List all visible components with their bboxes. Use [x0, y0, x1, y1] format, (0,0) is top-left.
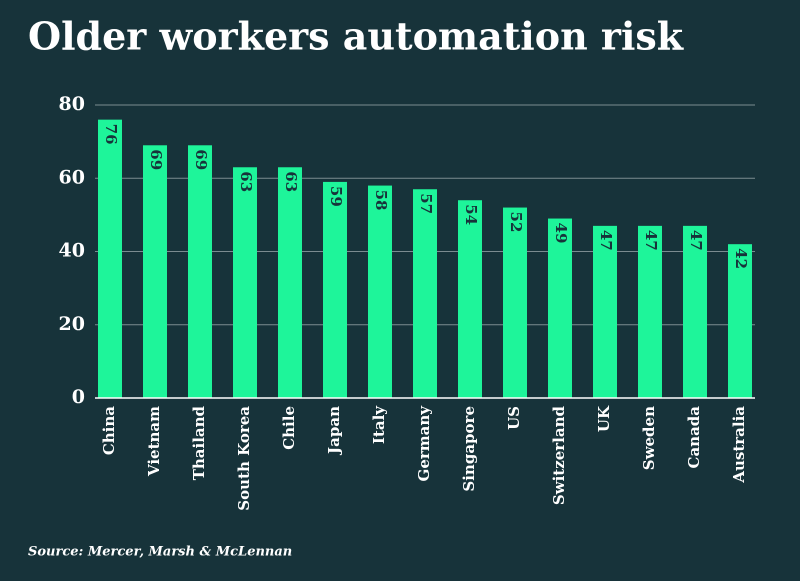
x-tick-label: Switzerland — [550, 405, 568, 505]
y-tick-label: 0 — [72, 386, 85, 408]
value-label: 49 — [552, 223, 570, 244]
bar — [143, 145, 167, 398]
x-tick-label: Singapore — [460, 406, 478, 492]
value-label: 54 — [462, 204, 480, 225]
x-tick-label: Australia — [730, 406, 748, 484]
value-label: 58 — [372, 190, 390, 211]
value-label: 52 — [507, 212, 525, 233]
value-label: 47 — [642, 230, 660, 251]
value-label: 47 — [687, 230, 705, 251]
bar — [413, 189, 437, 398]
x-tick-label: US — [505, 406, 523, 430]
x-tick-label: South Korea — [235, 406, 253, 511]
bar — [458, 200, 482, 398]
x-tick-label: Chile — [280, 406, 298, 450]
x-tick-label: Sweden — [640, 406, 658, 470]
x-tick-label: Germany — [415, 405, 433, 482]
bar — [593, 225, 617, 398]
bar — [368, 185, 392, 398]
bar — [233, 167, 257, 398]
x-tick-label: Japan — [325, 406, 343, 456]
bar — [638, 225, 662, 398]
chart-title: Older workers automation risk — [28, 14, 684, 59]
value-label: 69 — [147, 149, 165, 170]
y-tick-label: 80 — [59, 93, 85, 115]
bar — [683, 225, 707, 398]
value-label: 63 — [282, 171, 300, 192]
x-tick-label: Thailand — [190, 405, 208, 480]
y-tick-label: 20 — [59, 313, 85, 335]
source: Source: Mercer, Marsh & McLennan — [28, 545, 292, 560]
value-label: 47 — [597, 230, 615, 251]
x-tick-label: Canada — [685, 406, 703, 469]
value-label: 42 — [732, 248, 750, 269]
bar — [503, 207, 527, 398]
value-label: 57 — [417, 193, 435, 214]
value-label: 63 — [237, 171, 255, 192]
x-tick-label: China — [100, 406, 118, 455]
x-tick-label: Vietnam — [145, 406, 163, 477]
bar — [548, 218, 572, 398]
y-tick-label: 40 — [59, 240, 85, 262]
bar — [98, 119, 122, 399]
value-label: 69 — [192, 149, 210, 170]
x-tick-label: UK — [595, 405, 613, 432]
y-tick-label: 60 — [59, 166, 85, 188]
bar — [188, 145, 212, 398]
x-tick-label: Italy — [370, 405, 388, 444]
bar — [278, 167, 302, 398]
bar — [728, 244, 752, 398]
value-label: 59 — [327, 186, 345, 207]
value-label: 76 — [102, 124, 120, 145]
bar — [323, 181, 347, 398]
